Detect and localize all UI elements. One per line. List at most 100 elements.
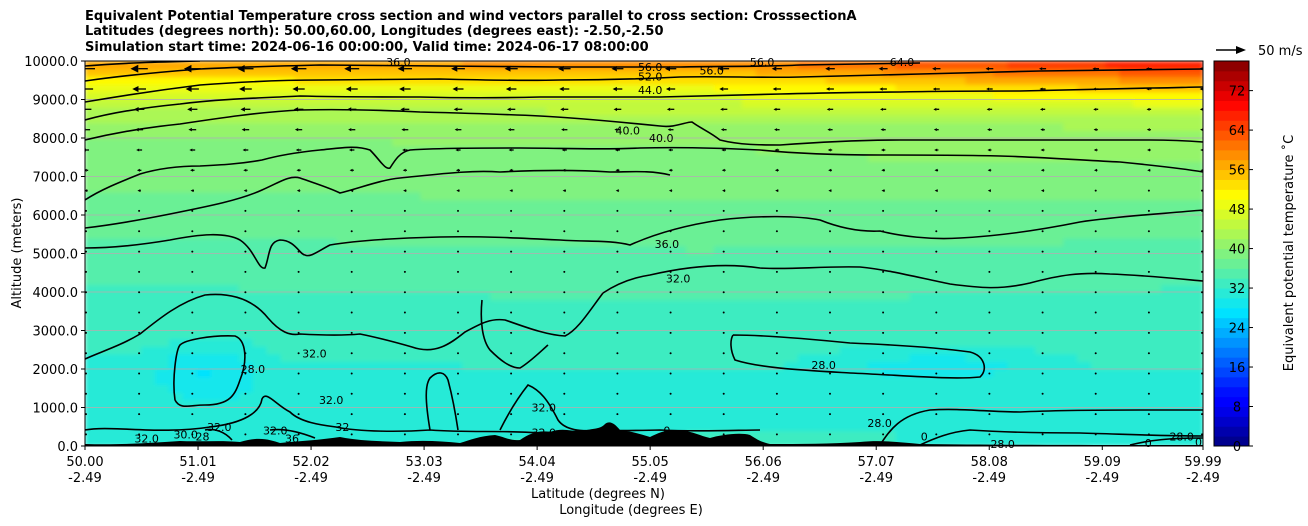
wind-vector	[829, 331, 831, 334]
contour-label: 56.0	[750, 56, 775, 69]
wind-vector	[563, 392, 566, 395]
y-tick-label: 4000.0	[33, 286, 79, 301]
wind-vector	[297, 250, 300, 253]
wind-vector	[132, 85, 146, 93]
colorbar-segment	[1214, 90, 1249, 101]
wind-vector	[138, 433, 141, 436]
wind-vector	[882, 291, 885, 294]
wind-vectors	[85, 64, 1203, 436]
wind-vector	[829, 372, 831, 375]
chart-title-line-3: Simulation start time: 2024-06-16 00:00:…	[85, 40, 649, 55]
wind-vector	[775, 352, 778, 355]
wind-vector	[185, 86, 199, 93]
colorbar-segment	[1214, 248, 1249, 259]
wind-vector	[668, 168, 673, 172]
wind-vector	[882, 230, 885, 233]
wind-vector	[669, 209, 672, 212]
wind-vector	[1094, 291, 1097, 294]
chart-title-line-2: Latitudes (degrees north): 50.00,60.00, …	[85, 24, 664, 39]
wind-vector	[1041, 250, 1044, 253]
colorbar-segment	[1214, 189, 1249, 200]
wind-vector	[244, 230, 247, 233]
wind-vector	[563, 291, 566, 294]
wind-vector	[988, 413, 991, 416]
wind-vector	[510, 230, 513, 233]
colorbar-segment	[1214, 436, 1249, 447]
colorbar-segment	[1214, 139, 1249, 151]
wind-vector	[988, 311, 991, 314]
wind-vector	[510, 291, 513, 294]
colorbar-segment	[1214, 159, 1249, 171]
wind-vector	[719, 87, 729, 91]
wind-vector	[882, 311, 885, 314]
wind-vector	[986, 107, 993, 111]
wind-vector	[1094, 168, 1098, 172]
colorbar-segment	[1214, 386, 1249, 398]
contour-line	[173, 335, 246, 408]
wind-vector	[669, 372, 672, 375]
wind-vector	[350, 291, 353, 294]
wind-vector	[400, 107, 410, 112]
wind-vector	[294, 128, 303, 132]
wind-vector	[397, 65, 412, 72]
wind-vector	[722, 372, 725, 375]
wind-vector	[244, 392, 247, 395]
wind-vector	[563, 433, 566, 436]
wind-vector	[191, 209, 194, 212]
wind-vector	[562, 189, 566, 193]
wind-vector	[455, 148, 461, 152]
contour-line	[730, 334, 986, 379]
wind-vector	[138, 291, 141, 294]
wind-vector	[403, 209, 406, 212]
contour-line	[85, 62, 921, 82]
colorbar-segment	[1214, 258, 1249, 269]
contour-line	[1129, 437, 1203, 446]
wind-vector	[669, 392, 672, 395]
wind-vector	[613, 107, 622, 112]
wind-vector	[348, 148, 355, 152]
wind-vector	[1041, 209, 1044, 212]
wind-vector	[988, 250, 991, 253]
wind-vector	[403, 392, 406, 395]
wind-vector	[616, 291, 619, 294]
wind-vector	[297, 270, 300, 273]
wind-vector	[138, 230, 141, 233]
contour-line	[85, 86, 1203, 121]
wind-vector	[191, 372, 194, 375]
wind-vector	[563, 413, 566, 416]
wind-vector	[1147, 148, 1151, 152]
wind-vector	[775, 372, 778, 375]
contour-label: 0	[921, 430, 928, 443]
wind-vector	[1041, 230, 1044, 233]
contour-label: 28.0	[1169, 430, 1194, 443]
x-tick-label-latitude: 51.01	[179, 455, 216, 470]
wind-vector	[664, 66, 677, 72]
wind-vector	[775, 291, 778, 294]
wind-vector	[665, 86, 676, 92]
wind-vector	[775, 311, 778, 314]
wind-vector	[563, 352, 566, 355]
wind-vector	[241, 127, 250, 132]
wind-vector	[616, 311, 619, 314]
wind-vector	[561, 148, 567, 152]
wind-vector	[932, 66, 941, 71]
wind-vector	[558, 65, 571, 72]
wind-vector	[774, 168, 779, 172]
wind-vector	[243, 168, 248, 172]
wind-vector	[1147, 291, 1150, 294]
wind-vector	[1147, 311, 1150, 314]
wind-vector	[1094, 352, 1097, 355]
wind-vector	[1146, 87, 1152, 91]
contour-line	[85, 169, 671, 229]
wind-vector	[935, 352, 938, 355]
colorbar-frame	[1213, 60, 1250, 447]
colorbar-segment	[1214, 120, 1249, 131]
colorbar-segment	[1214, 327, 1249, 338]
wind-vector	[191, 291, 194, 294]
wind-vector	[882, 372, 885, 375]
wind-vector	[882, 413, 885, 416]
wind-vector	[988, 209, 991, 212]
wind-vector	[349, 189, 354, 193]
